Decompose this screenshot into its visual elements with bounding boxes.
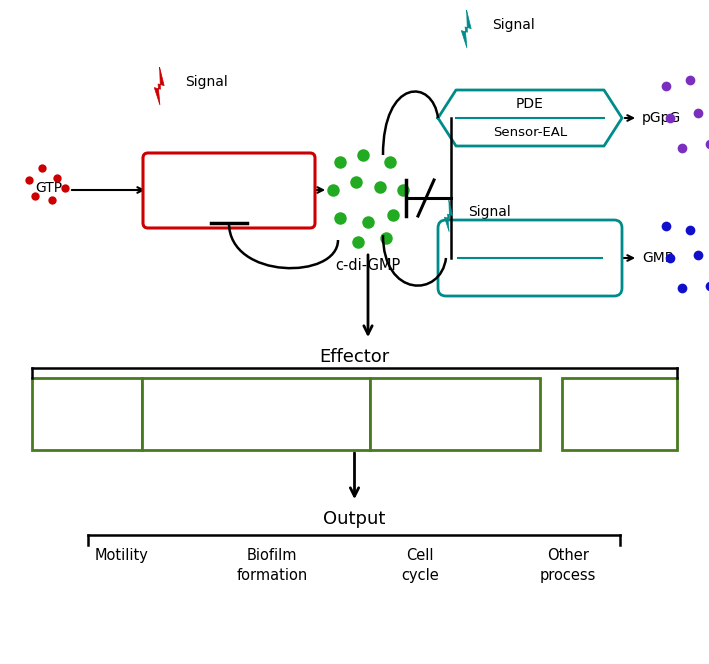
Text: Transcription
factors: Transcription factors xyxy=(411,397,500,431)
Bar xyxy=(562,378,677,450)
Text: DGC: DGC xyxy=(212,172,246,187)
Polygon shape xyxy=(155,68,164,105)
Text: c-di-GMP: c-di-GMP xyxy=(335,258,401,273)
Text: Motility: Motility xyxy=(95,548,149,563)
Text: Signal: Signal xyxy=(468,205,510,219)
Bar xyxy=(32,378,142,450)
Text: Output: Output xyxy=(323,510,386,528)
FancyBboxPatch shape xyxy=(438,220,622,296)
Text: Sensor-HD-GYP: Sensor-HD-GYP xyxy=(483,266,577,278)
Text: PilZ
domain: PilZ domain xyxy=(61,397,113,431)
Text: GTP: GTP xyxy=(35,181,62,195)
Polygon shape xyxy=(438,90,622,146)
Text: Signal: Signal xyxy=(492,18,535,32)
Text: Effector: Effector xyxy=(319,348,390,366)
Text: PDE: PDE xyxy=(516,97,544,111)
Text: GMP: GMP xyxy=(642,251,673,265)
Text: pGpG: pGpG xyxy=(642,111,681,125)
FancyBboxPatch shape xyxy=(143,153,315,228)
Text: Degenerate GGDEF
and EAL domains: Degenerate GGDEF and EAL domains xyxy=(188,397,324,431)
Text: Signal: Signal xyxy=(185,75,228,89)
Bar xyxy=(142,378,370,450)
Text: Sensor-EAL: Sensor-EAL xyxy=(493,125,567,139)
Polygon shape xyxy=(445,201,452,232)
Text: Sensor-GGDEF: Sensor-GGDEF xyxy=(181,195,277,208)
Text: Riboswitch: Riboswitch xyxy=(582,407,657,421)
Text: PDE: PDE xyxy=(516,237,544,251)
Text: Biofilm
formation: Biofilm formation xyxy=(236,548,308,583)
Text: Other
process: Other process xyxy=(540,548,596,583)
Polygon shape xyxy=(462,11,471,48)
Text: Cell
cycle: Cell cycle xyxy=(401,548,439,583)
Bar xyxy=(370,378,540,450)
